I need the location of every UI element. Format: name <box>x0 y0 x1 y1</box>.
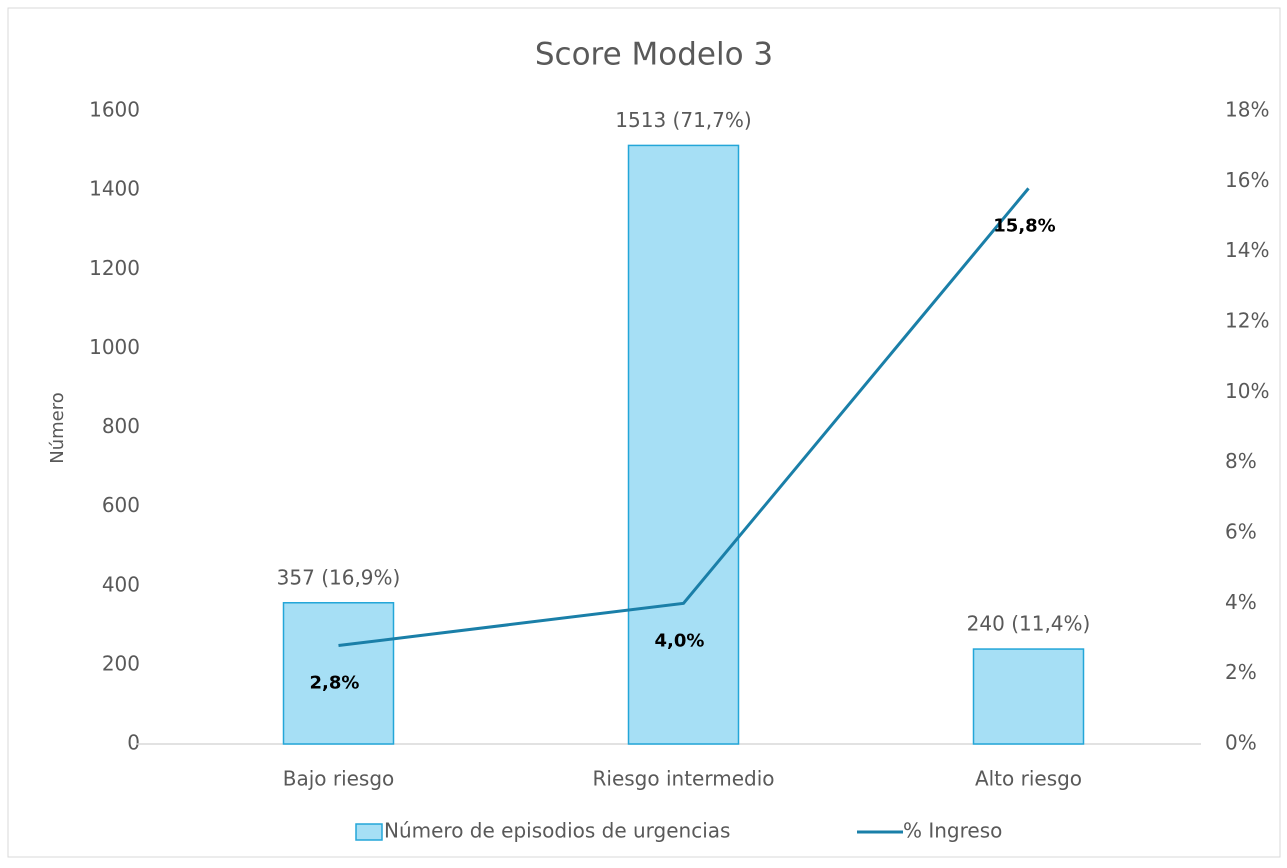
y2-tick-label: 16% <box>1225 168 1269 192</box>
bar-value-label: 240 (11,4%) <box>967 612 1091 636</box>
y2-tick-label: 8% <box>1225 449 1257 473</box>
y2-tick-label: 10% <box>1225 379 1269 403</box>
bar-value-label: 357 (16,9%) <box>277 565 401 589</box>
x-tick-label: Alto riesgo <box>975 767 1082 791</box>
y2-tick-label: 12% <box>1225 309 1269 333</box>
y-tick-label: 1200 <box>89 256 140 280</box>
y-tick-label: 600 <box>102 493 140 517</box>
legend-swatch <box>355 823 383 841</box>
chart-title: Score Modelo 3 <box>535 37 773 73</box>
legend-label: Número de episodios de urgencias <box>384 819 730 843</box>
bar-value-label: 1513 (71,7%) <box>615 108 751 132</box>
line-value-label: 4,0% <box>655 630 705 651</box>
y-tick-label: 200 <box>102 651 140 675</box>
y2-tick-label: 14% <box>1225 238 1269 262</box>
y-tick-label: 1000 <box>89 335 140 359</box>
x-tick-label: Riesgo intermedio <box>593 767 775 791</box>
y-axis-label: Número <box>47 392 68 464</box>
y-tick-label: 400 <box>102 572 140 596</box>
line-value-label: 2,8% <box>310 673 360 694</box>
x-tick-label: Bajo riesgo <box>283 767 395 791</box>
bar <box>627 144 740 745</box>
y-tick-label: 1600 <box>89 98 140 122</box>
y-tick-label: 800 <box>102 414 140 438</box>
y2-tick-label: 4% <box>1225 590 1257 614</box>
bar <box>282 602 395 745</box>
y-tick-label: 1400 <box>89 177 140 201</box>
legend-label: % Ingreso <box>903 819 1002 843</box>
line-value-label: 15,8% <box>993 215 1055 236</box>
bar <box>972 648 1085 745</box>
y2-tick-label: 0% <box>1225 731 1257 755</box>
line <box>338 187 1030 648</box>
y-tick-label: 0 <box>127 731 140 755</box>
y2-tick-label: 6% <box>1225 520 1257 544</box>
y2-tick-label: 2% <box>1225 660 1257 684</box>
y2-tick-label: 18% <box>1225 98 1269 122</box>
